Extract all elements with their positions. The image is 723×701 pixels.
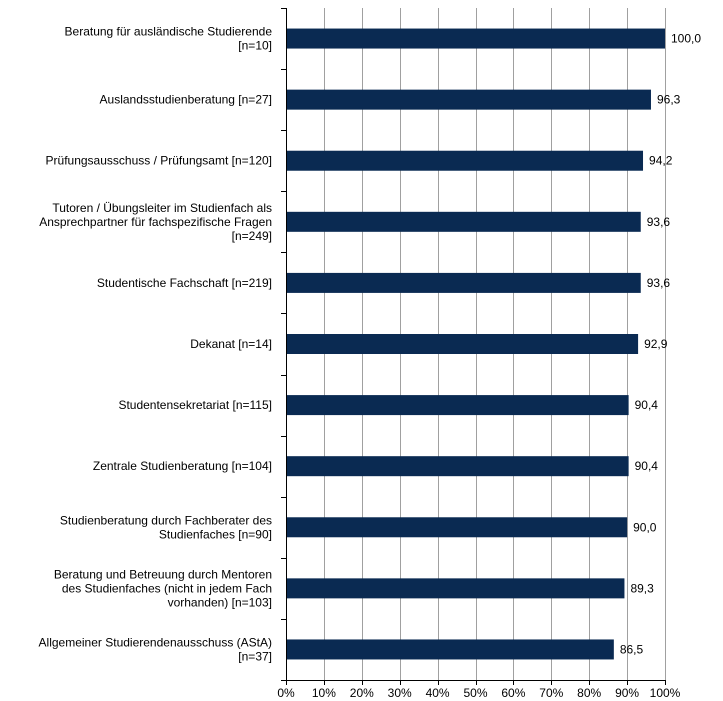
bar <box>287 28 665 49</box>
category-label: Zentrale Studienberatung [n=104] <box>93 459 272 473</box>
data-label: 90,4 <box>635 398 659 412</box>
x-tick-label: 50% <box>463 686 487 700</box>
category-label: Studienberatung durch Fachberater des <box>60 513 272 527</box>
category-label: Studentensekretariat [n=115] <box>118 398 272 412</box>
x-tick-label: 60% <box>501 686 525 700</box>
x-tick-label: 20% <box>350 686 374 700</box>
x-tick-label: 100% <box>650 686 681 700</box>
data-label: 100,0 <box>671 32 701 46</box>
category-label: Tutoren / Übungsleiter im Studienfach al… <box>52 201 272 215</box>
category-label: [n=249] <box>232 229 272 243</box>
category-labels: Beratung für ausländische Studierende[n=… <box>39 25 273 664</box>
x-tick-label: 70% <box>539 686 563 700</box>
category-label: Beratung und Betreuung durch Mentoren <box>54 567 272 581</box>
category-label: [n=37] <box>238 649 272 663</box>
category-label: Ansprechpartner für fachspezifische Frag… <box>39 215 272 229</box>
bar <box>287 639 614 660</box>
bar <box>287 211 641 232</box>
bar <box>287 272 641 293</box>
bar <box>287 150 644 171</box>
data-label: 92,9 <box>644 337 668 351</box>
bar <box>287 395 629 416</box>
bars <box>287 28 665 660</box>
bar <box>287 517 628 538</box>
x-tick-label: 10% <box>312 686 336 700</box>
bar <box>287 578 625 599</box>
x-tick-label: 80% <box>577 686 601 700</box>
category-label: des Studienfaches (nicht in jedem Fach <box>62 581 272 595</box>
category-label: Studienfaches [n=90] <box>159 527 272 541</box>
data-label: 93,6 <box>647 215 671 229</box>
category-label: Auslandsstudienberatung [n=27] <box>100 93 272 107</box>
category-label: [n=10] <box>238 39 272 53</box>
category-label: vorhanden) [n=103] <box>168 595 272 609</box>
data-label: 90,4 <box>635 459 659 473</box>
category-label: Allgemeiner Studierendenausschuss (AStA) <box>39 635 272 649</box>
data-label: 93,6 <box>647 276 671 290</box>
value-labels: 100,0 96,3 94,2 93,6 93,6 92,9 90,4 90,4 90,0 89,… <box>620 32 702 657</box>
bar <box>287 89 651 110</box>
axes <box>281 8 666 685</box>
x-tick-label: 40% <box>426 686 450 700</box>
bar <box>287 334 639 354</box>
data-label: 86,5 <box>620 642 644 656</box>
x-tick-label: 90% <box>615 686 639 700</box>
category-label: Studentische Fachschaft [n=219] <box>97 276 272 290</box>
category-label: Dekanat [n=14] <box>190 337 272 351</box>
category-label: Prüfungsausschuss / Prüfungsamt [n=120] <box>46 154 272 168</box>
data-label: 96,3 <box>657 93 681 107</box>
bar <box>287 456 629 477</box>
x-tick-label: 0% <box>277 686 295 700</box>
data-label: 89,3 <box>630 581 654 595</box>
x-tick-labels: 0% 10% 20% 30% 40% 50% 60% 70% 80% 90% 100% <box>277 686 680 700</box>
x-tick-label: 30% <box>388 686 412 700</box>
data-label: 90,0 <box>633 520 657 534</box>
category-label: Beratung für ausländische Studierende <box>65 25 273 39</box>
data-label: 94,2 <box>649 154 673 168</box>
